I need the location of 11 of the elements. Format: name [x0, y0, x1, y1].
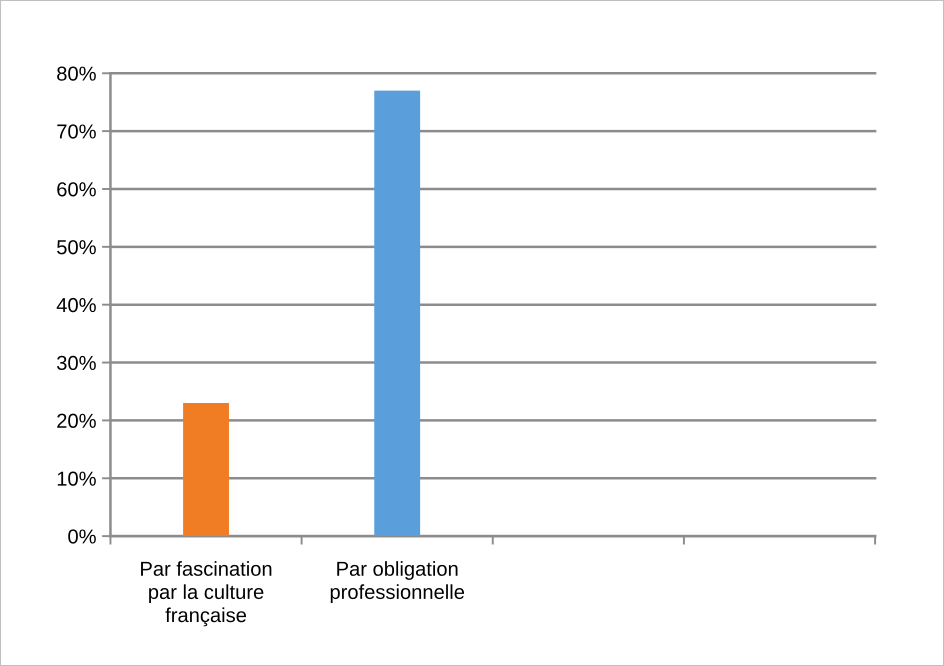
y-tick-label: 0% [68, 529, 96, 544]
y-tick-label: 30% [57, 356, 96, 370]
y-tick-label: 10% [58, 472, 96, 486]
y-tick-label: 40% [56, 298, 96, 312]
x-tick-label: Par obligation professionnelle [330, 561, 464, 604]
y-tick-label: 50% [57, 240, 96, 254]
y-tick-label: 80% [57, 66, 96, 81]
y-tick-label: 70% [57, 124, 96, 139]
y-tick-label: 60% [57, 182, 96, 196]
x-tick-label: Par fascination par la culture française [141, 561, 272, 626]
y-tick-label: 20% [57, 414, 96, 428]
